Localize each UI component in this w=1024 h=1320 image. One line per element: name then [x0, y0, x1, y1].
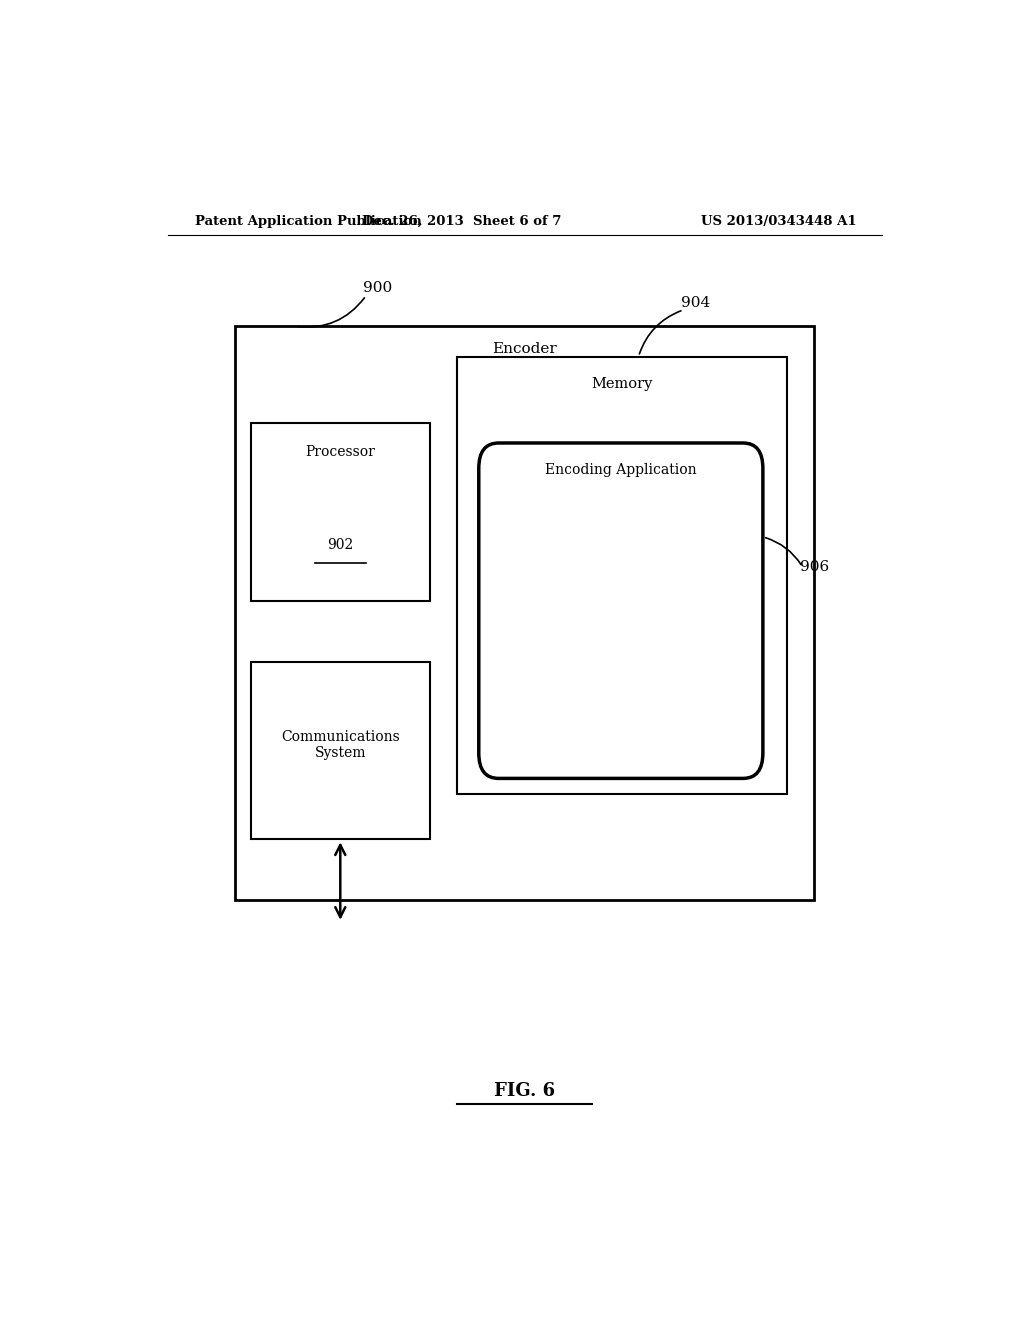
Text: Patent Application Publication: Patent Application Publication [196, 215, 422, 228]
Bar [236, 326, 814, 900]
Bar [251, 661, 430, 840]
Text: Communications
System: Communications System [281, 730, 399, 760]
Text: Encoder: Encoder [493, 342, 557, 356]
Text: Encoding Application: Encoding Application [545, 463, 696, 478]
Bar [458, 356, 786, 793]
Text: 904: 904 [681, 296, 710, 310]
Text: FIG. 6: FIG. 6 [495, 1082, 555, 1101]
Text: Dec. 26, 2013  Sheet 6 of 7: Dec. 26, 2013 Sheet 6 of 7 [361, 215, 561, 228]
Text: 906: 906 [800, 560, 829, 574]
Text: 902: 902 [327, 537, 353, 552]
Text: Memory: Memory [591, 378, 652, 391]
Text: Processor: Processor [305, 445, 375, 459]
Text: US 2013/0343448 A1: US 2013/0343448 A1 [701, 215, 856, 228]
Bar [251, 422, 430, 601]
Text: 900: 900 [364, 281, 392, 296]
FancyBboxPatch shape [479, 444, 763, 779]
